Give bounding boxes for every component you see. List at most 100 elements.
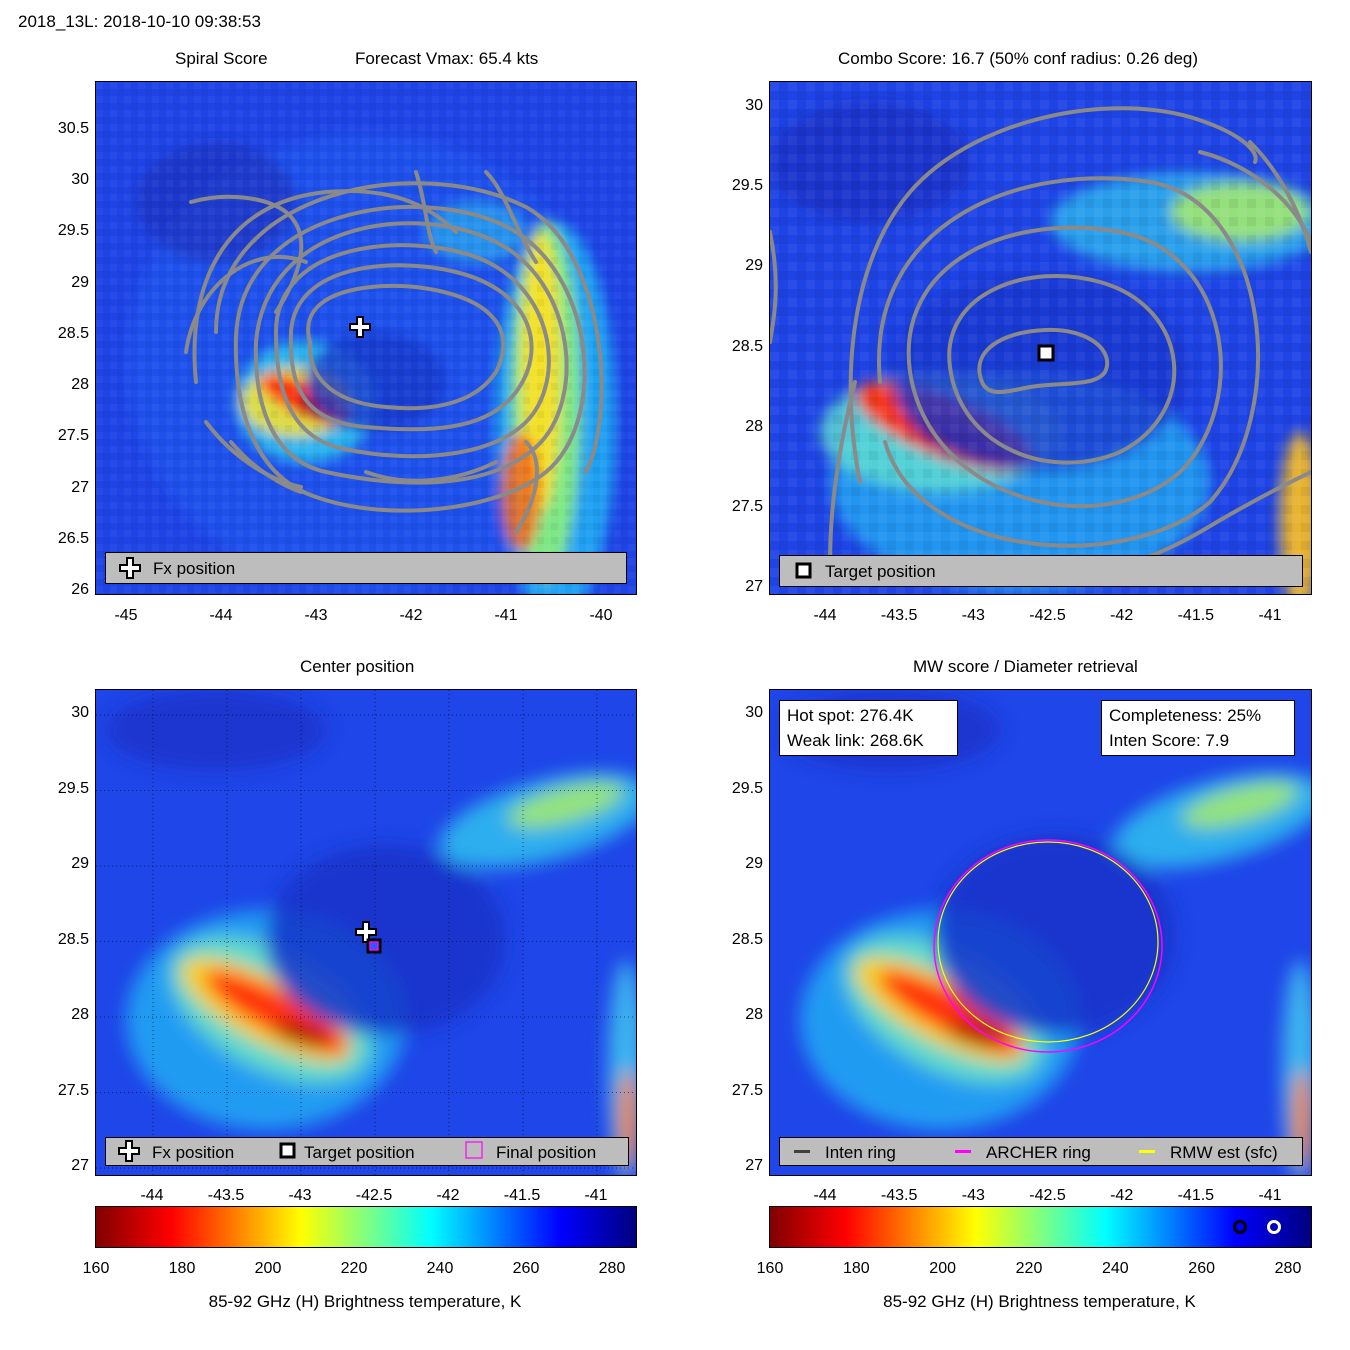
y-tick-label: 29 [71,855,89,872]
y-tick-label: 29 [745,855,763,872]
target-position-legend-icon [279,1142,296,1159]
colorbar-tick-label: 200 [254,1260,282,1277]
target-position-legend-label: Target position [825,562,936,581]
final-position-legend-label: Final position [496,1143,597,1162]
y-tick-label: 28.5 [731,337,763,355]
hot-spot-marker-icon [1267,1220,1281,1234]
completeness-value: Completeness: 25% [1109,706,1262,725]
inten-ring-legend-label: Inten ring [825,1143,896,1162]
center-legend: Fx position Target position Final positi… [105,1137,629,1166]
combo-legend: Target position [779,555,1303,587]
fx-position-legend-label: Fx position [153,559,236,578]
final-position-marker [369,941,379,951]
colorbar-tick-label: 200 [929,1260,956,1277]
spiral-panel-subtitle: Forecast Vmax: 65.4 kts [355,49,539,68]
y-tick-label: 30 [71,704,89,721]
target-position-legend-icon [795,562,812,579]
y-tick-label: 27.5 [57,1081,89,1099]
combo-score-plot: Target position [769,81,1312,595]
left-colorbar [95,1206,637,1248]
mw-panel-title: MW score / Diameter retrieval [913,657,1138,676]
spiral-field [96,82,636,594]
y-tick-label: 30 [71,171,89,189]
y-tick-label: 27 [71,478,89,496]
center-position-plot: Fx position Target position Final positi… [95,689,637,1176]
y-tick-label: 27.5 [57,427,89,445]
x-tick-label: -41 [584,1187,608,1204]
x-tick-label: -42 [1110,607,1134,624]
completeness-info-box: Completeness: 25% Inten Score: 7.9 [1101,700,1295,756]
y-tick-label: 29.5 [57,222,89,240]
x-tick-label: -43.5 [880,1187,918,1204]
spiral-legend: Fx position [105,552,627,584]
inten-score-value: Inten Score: 7.9 [1109,731,1230,750]
target-position-marker [1037,344,1055,362]
y-tick-label: 27 [745,1157,763,1174]
x-tick-label: -44 [140,1187,164,1204]
colorbar-tick-label: 180 [842,1260,870,1277]
x-tick-label: -41.5 [1177,1187,1215,1204]
colorbar-tick-label: 240 [426,1260,454,1277]
x-tick-label: -42.5 [355,1187,393,1204]
x-tick-label: -42 [436,1187,460,1204]
colorbar-tick-label: 280 [1274,1260,1302,1277]
mw-legend: Inten ring ARCHER ring RMW est (sfc) [779,1137,1303,1166]
y-tick-label: 29 [71,273,89,291]
x-tick-label: -43 [961,607,985,624]
y-tick-label: 29.5 [57,779,89,797]
y-tick-label: 29 [745,257,763,275]
x-tick-label: -43 [304,607,328,624]
x-tick-label: -45 [114,607,138,624]
mw-score-plot: Hot spot: 276.4K Weak link: 268.6K Compl… [769,689,1312,1176]
center-field [96,690,636,1175]
center-grid [96,690,636,1175]
rmw-legend-label: RMW est (sfc) [1170,1143,1278,1162]
spiral-panel-title: Spiral Score [175,49,268,68]
y-tick-label: 28 [71,1006,89,1023]
fx-position-legend-icon [119,557,141,579]
spiral-score-plot: Fx position [95,81,637,595]
colorbar-tick-label: 180 [168,1260,196,1277]
center-panel-title: Center position [300,657,415,676]
y-tick-label: 28.5 [57,930,89,948]
hot-spot-info-box: Hot spot: 276.4K Weak link: 268.6K [779,700,958,756]
x-tick-label: -43 [288,1187,312,1204]
y-tick-label: 30 [745,704,763,721]
final-position-legend-icon [465,1141,483,1159]
y-tick-label: 30.5 [57,120,89,137]
x-tick-label: -40 [589,607,613,624]
y-tick-label: 29.5 [731,779,763,797]
weak-link-marker-icon [1233,1220,1247,1234]
colorbar-tick-label: 220 [1015,1260,1043,1277]
colorbar-tick-label: 260 [512,1260,540,1277]
colorbar-tick-label: 220 [340,1260,368,1277]
x-tick-label: -42 [1110,1187,1134,1204]
y-tick-label: 28.5 [731,930,763,948]
archer-ring-legend-label: ARCHER ring [986,1143,1091,1162]
x-tick-label: -41 [1258,607,1282,624]
fx-position-marker [349,316,371,338]
colorbar-tick-label: 260 [1188,1260,1215,1277]
x-tick-label: -43.5 [880,607,918,624]
combo-panel-title: Combo Score: 16.7 (50% conf radius: 0.26… [838,49,1199,68]
y-tick-label: 26.5 [57,529,89,547]
x-tick-label: -43 [961,1187,985,1204]
y-tick-label: 28 [745,1006,763,1023]
x-tick-label: -42 [399,607,423,624]
right-colorbar [769,1206,1312,1248]
colorbar-tick-label: 160 [82,1260,110,1277]
fx-position-legend-icon [118,1140,140,1162]
left-colorbar-label: 85-92 GHz (H) Brightness temperature, K [208,1292,522,1311]
mw-field [770,690,1311,1175]
hot-spot-value: Hot spot: 276.4K [787,706,914,725]
colorbar-tick-label: 280 [598,1260,626,1277]
y-tick-label: 27.5 [731,497,763,515]
weak-link-value: Weak link: 268.6K [787,731,924,750]
inten-ring-legend-line [794,1150,810,1153]
x-tick-label: -44 [813,1187,837,1204]
colorbar-tick-label: 240 [1101,1260,1129,1277]
target-position-legend-label: Target position [304,1143,415,1162]
rmw-ring [937,841,1159,1043]
storm-time-header: 2018_13L: 2018-10-10 09:38:53 [18,12,261,31]
combo-field [770,82,1311,594]
